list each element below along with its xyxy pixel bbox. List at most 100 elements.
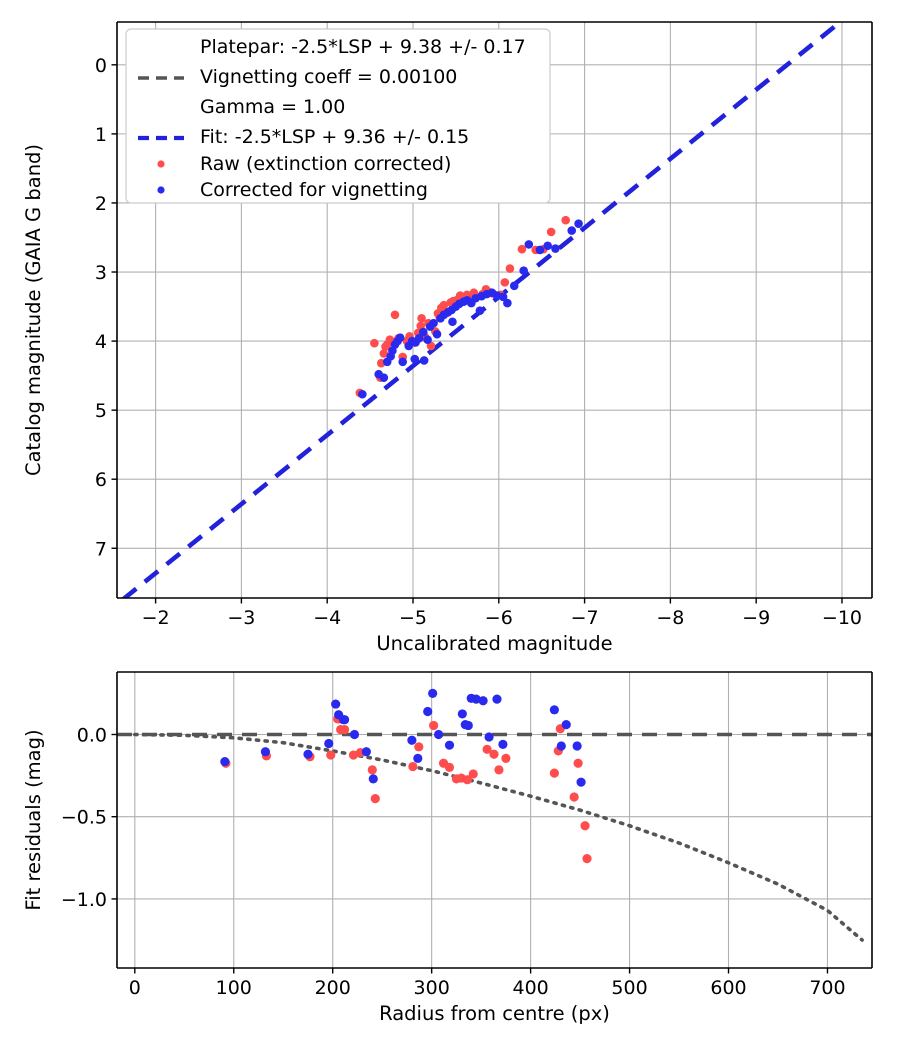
- data-point: [580, 821, 590, 831]
- xtick-label: −4: [313, 607, 341, 629]
- ytick-label: 0.0: [77, 724, 107, 746]
- data-point: [324, 738, 334, 749]
- data-point: [260, 747, 271, 757]
- data-point: [543, 241, 552, 251]
- ytick-label: −0.5: [61, 807, 107, 829]
- legend-entry-label: Raw (extinction corrected): [200, 153, 451, 175]
- data-point: [358, 389, 367, 399]
- data-point: [423, 706, 433, 717]
- data-point: [462, 775, 472, 785]
- data-point: [475, 306, 485, 315]
- data-point: [334, 710, 344, 720]
- data-point: [367, 765, 377, 775]
- ytick-label: 5: [95, 400, 107, 422]
- data-point: [551, 244, 560, 253]
- data-point: [339, 724, 350, 735]
- legend-entry[interactable]: Gamma = 1.00: [200, 96, 345, 118]
- data-point: [349, 729, 360, 740]
- data-point: [482, 744, 492, 754]
- data-point: [413, 753, 423, 763]
- data-point: [423, 335, 432, 345]
- data-point: [407, 735, 417, 745]
- data-point: [573, 758, 583, 768]
- xtick-label: 500: [611, 977, 647, 999]
- data-point: [572, 741, 582, 751]
- data-point: [498, 739, 508, 749]
- xtick-label: −10: [822, 607, 862, 629]
- xtick-label: 200: [315, 977, 351, 999]
- data-point: [549, 768, 559, 778]
- data-point: [326, 750, 336, 760]
- data-point: [556, 741, 566, 751]
- panel1-xlabel: Uncalibrated magnitude: [376, 632, 612, 655]
- data-point: [466, 693, 476, 703]
- xtick-label: 600: [710, 977, 746, 999]
- legend-handle-red-dot-icon: [157, 160, 165, 168]
- data-point: [561, 215, 571, 225]
- data-point: [489, 749, 499, 759]
- data-point: [379, 349, 389, 358]
- legend-entry[interactable]: Corrected for vignetting: [157, 179, 428, 201]
- series-corrected: [220, 688, 586, 787]
- data-point: [398, 357, 408, 367]
- series-raw: [221, 714, 592, 864]
- legend-entry[interactable]: Platepar: -2.5*LSP + 9.38 +/- 0.17: [200, 36, 526, 58]
- vignetting-curve: [133, 732, 864, 942]
- panel2-curves: [117, 732, 872, 942]
- xtick-label: −9: [742, 607, 770, 629]
- data-point: [368, 774, 378, 784]
- data-point: [417, 313, 426, 323]
- panel1-ylabel: Catalog magnitude (GAIA G band): [22, 144, 45, 476]
- data-point: [509, 281, 519, 291]
- data-point: [576, 777, 586, 787]
- data-point: [484, 732, 494, 742]
- data-point: [567, 226, 577, 235]
- data-point: [463, 720, 473, 731]
- data-point: [505, 264, 515, 273]
- xtick-label: −3: [227, 607, 255, 629]
- xtick-label: −8: [656, 607, 684, 629]
- ytick-label: 4: [95, 331, 107, 353]
- data-point: [414, 742, 424, 752]
- legend-entry[interactable]: Vignetting coeff = 0.00100: [138, 66, 457, 88]
- panel-fit-residuals: 0 100 200 300 400 500 600 700 0.0 −0.5 −1.0 Radius …: [22, 671, 873, 1025]
- xtick-label: 700: [809, 977, 845, 999]
- ytick-label: 6: [95, 469, 107, 491]
- panel2-xlabel: Radius from centre (px): [379, 1002, 610, 1025]
- xtick-label: 300: [414, 977, 450, 999]
- data-point: [546, 227, 556, 237]
- xtick-label: −7: [571, 607, 599, 629]
- data-point: [457, 709, 467, 719]
- data-point: [438, 758, 449, 768]
- data-point: [395, 333, 405, 342]
- data-point: [448, 317, 457, 327]
- data-point: [524, 240, 534, 249]
- data-point: [429, 720, 439, 731]
- data-point: [569, 792, 579, 802]
- data-point: [503, 298, 512, 308]
- data-point: [433, 729, 444, 740]
- data-point: [370, 794, 380, 804]
- legend-entry[interactable]: Raw (extinction corrected): [157, 153, 451, 175]
- legend-entry-label: Vignetting coeff = 0.00100: [200, 66, 457, 88]
- ytick-label: 2: [95, 193, 107, 215]
- legend: Platepar: -2.5*LSP + 9.38 +/- 0.17 Vignet…: [125, 28, 551, 204]
- legend-entry-label: Fit: -2.5*LSP + 9.36 +/- 0.15: [200, 126, 469, 148]
- data-point: [348, 750, 359, 760]
- legend-entry-label: Corrected for vignetting: [200, 179, 428, 201]
- ytick-label: 7: [95, 538, 107, 560]
- data-point: [419, 356, 429, 365]
- data-point: [390, 310, 400, 320]
- panel2-ylabel: Fit residuals (mag): [22, 729, 45, 910]
- data-point: [517, 244, 527, 254]
- xtick-label: −6: [485, 607, 513, 629]
- ytick-label: 0: [95, 55, 107, 77]
- data-point: [468, 769, 478, 779]
- legend-handle-blue-dot-icon: [157, 186, 165, 194]
- panel1-scatter: [355, 215, 583, 399]
- data-point: [410, 354, 420, 364]
- legend-entry[interactable]: Fit: -2.5*LSP + 9.36 +/- 0.15: [138, 126, 469, 148]
- data-point: [519, 266, 528, 275]
- legend-entry-label: Platepar: -2.5*LSP + 9.38 +/- 0.17: [200, 36, 526, 58]
